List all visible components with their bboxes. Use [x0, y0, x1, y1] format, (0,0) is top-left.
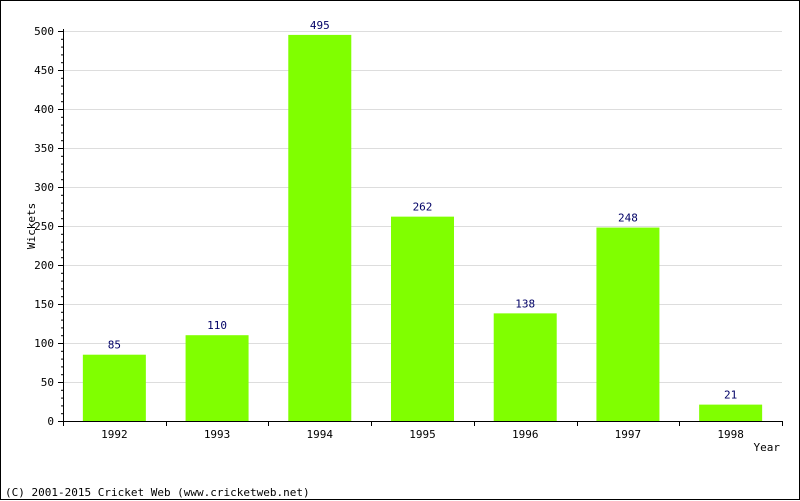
y-tick-label: 0 — [47, 415, 54, 428]
data-label-1994: 495 — [310, 19, 330, 32]
y-tick-label: 450 — [34, 64, 54, 77]
data-label-1996: 138 — [515, 297, 535, 310]
bar-1997 — [596, 227, 660, 421]
bar-1995 — [391, 216, 454, 421]
x-tick-label: 1994 — [307, 428, 334, 441]
y-tick-label: 300 — [34, 181, 54, 194]
bar-1992 — [82, 354, 146, 421]
bar-1996 — [493, 313, 557, 421]
x-ticks: 1992 1993 1994 1995 1996 1997 1998 — [63, 421, 783, 441]
x-axis-label: Year — [754, 441, 781, 454]
data-label-1997: 248 — [618, 212, 638, 225]
bars — [82, 34, 763, 422]
x-tick-label: 1995 — [409, 428, 436, 441]
copyright-footer: (C) 2001-2015 Cricket Web (www.cricketwe… — [5, 486, 310, 499]
y-tick-label: 100 — [34, 337, 54, 350]
y-tick-label: 200 — [34, 259, 54, 272]
bar-1994 — [288, 34, 352, 422]
x-tick-label: 1993 — [204, 428, 231, 441]
y-tick-label: 350 — [34, 142, 54, 155]
x-tick-label: 1992 — [101, 428, 128, 441]
data-label-1993: 110 — [207, 319, 227, 332]
data-label-1998: 21 — [724, 389, 737, 402]
y-tick-label: 400 — [34, 103, 54, 116]
y-ticks: 0 50 100 150 200 250 300 350 400 450 500 — [34, 25, 63, 428]
bar-1998 — [699, 404, 763, 421]
y-axis-label: Wickets — [25, 203, 38, 249]
x-tick-label: 1996 — [512, 428, 539, 441]
data-label-1992: 85 — [108, 339, 121, 352]
y-tick-label: 150 — [34, 298, 54, 311]
data-label-1995: 262 — [413, 201, 433, 214]
x-tick-label: 1997 — [615, 428, 642, 441]
x-tick-label: 1998 — [717, 428, 744, 441]
y-tick-label: 250 — [34, 220, 54, 233]
y-tick-label: 50 — [41, 376, 54, 389]
y-tick-label: 500 — [34, 25, 54, 38]
axes — [63, 29, 782, 422]
bar-1993 — [185, 335, 249, 421]
data-labels: 85 110 495 262 138 248 21 — [108, 19, 738, 402]
